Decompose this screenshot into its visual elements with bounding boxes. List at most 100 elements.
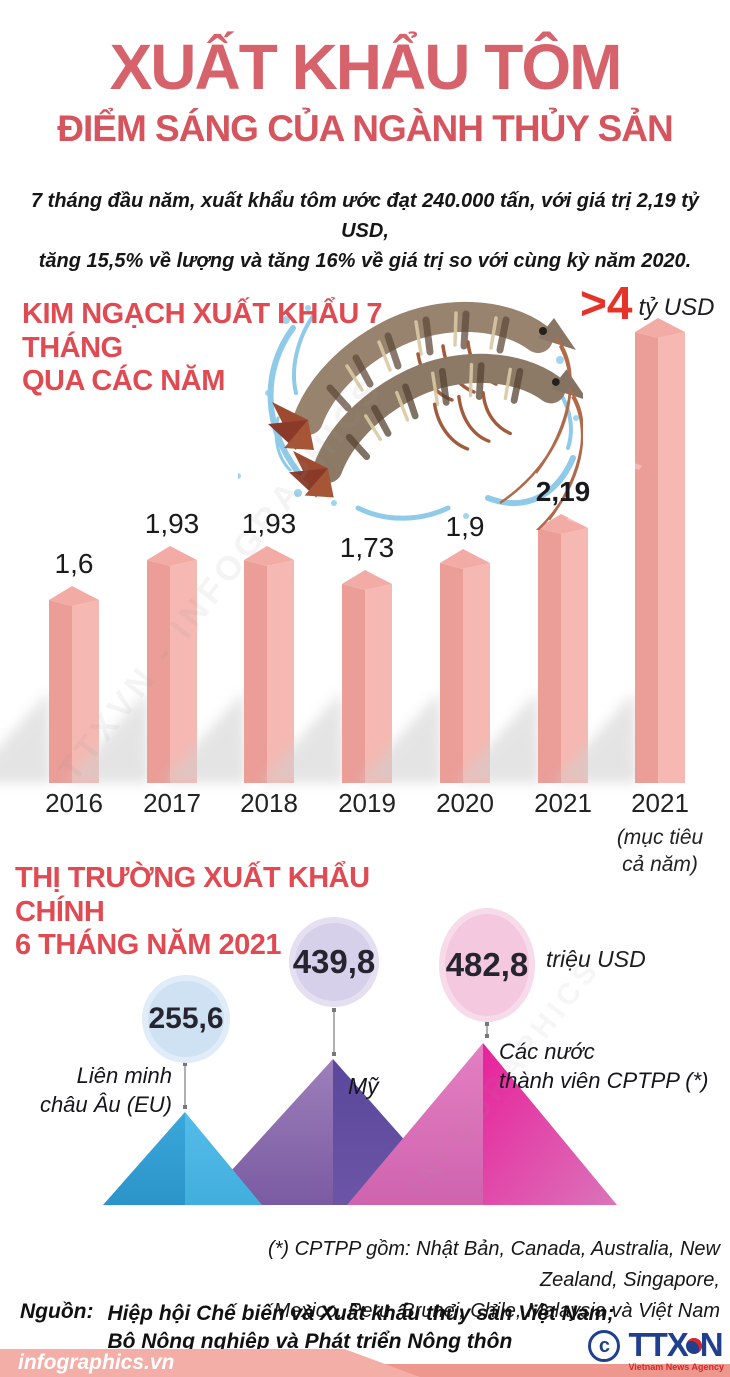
shrimp-2	[289, 353, 583, 530]
bar-year-2017: 2017	[143, 788, 201, 818]
source-block: Nguồn: Hiệp hội Chế biến và Xuất khẩu th…	[20, 1300, 614, 1357]
bars-header-line-1: KIM NGẠCH XUẤT KHẨU 7 THÁNG	[22, 298, 383, 364]
bubble-cptpp-unit: triệu USD	[546, 946, 646, 972]
mountain-cptpp-right	[483, 1043, 617, 1205]
bar-2019	[365, 584, 392, 783]
bar-year-2018: 2018	[240, 788, 298, 818]
bar-shadow	[162, 691, 247, 783]
target-unit: tỷ USD	[638, 294, 715, 321]
page-title: XUẤT KHẨU TÔM	[109, 31, 623, 103]
bar-shadow	[553, 691, 638, 783]
connector-dots	[183, 1008, 489, 1109]
bar-value-2021: 2,19	[535, 476, 591, 507]
markets-header-line-2: 6 THÁNG NĂM 2021	[15, 929, 281, 962]
label-us: Mỹ	[348, 1073, 379, 1099]
copyright-icon: c	[588, 1330, 621, 1362]
bar-2021	[561, 528, 588, 783]
bar-value-2018: 1,93	[241, 508, 297, 539]
bar-year-2019: 2019	[338, 788, 396, 818]
bar-2021-target	[658, 332, 685, 783]
footer-ribbon: infographics.vn	[0, 1349, 420, 1377]
bar-value-2019: 1,73	[339, 532, 395, 563]
bar-shadow	[456, 691, 541, 783]
label-cptpp: Các nước thành viên CPTPP (*)	[499, 1038, 719, 1095]
bar-shadow	[358, 691, 443, 783]
bar-2016	[72, 600, 99, 783]
source-line-2: Bộ Nông nghiệp và Phát triển Nông thôn	[107, 1330, 513, 1354]
bar-shadow	[0, 691, 52, 783]
label-cptpp-line-2: thành viên CPTPP (*)	[499, 1067, 709, 1093]
bar-2017	[147, 560, 170, 783]
target-sublabel: (mục tiêu cả năm)	[600, 824, 720, 879]
label-eu: Liên minh châu Âu (EU)	[10, 1062, 172, 1119]
agency-name-left: TTX	[628, 1326, 688, 1363]
label-eu-line-2: châu Âu (EU)	[39, 1091, 172, 1117]
footnote-line-1: (*) CPTPP gồm: Nhật Bản, Canada, Austral…	[267, 1238, 720, 1291]
bar-2020	[440, 549, 490, 569]
agency-logo: c TTX N Vietnam News Agency	[588, 1328, 724, 1372]
target-value: >4	[580, 277, 633, 329]
mountain-eu-right	[185, 1112, 262, 1205]
bar-2021-target	[635, 332, 658, 783]
bar-2016	[49, 586, 99, 606]
label-eu-line-1: Liên minh	[76, 1063, 172, 1088]
markets-section-header: THỊ TRƯỜNG XUẤT KHẨU CHÍNH 6 THÁNG NĂM 2…	[15, 862, 465, 963]
bubble-eu: 255,6	[142, 975, 230, 1063]
bar-2017	[147, 546, 197, 566]
bar-year-2020: 2020	[436, 788, 494, 818]
mountain-eu-left	[103, 1112, 185, 1205]
bar-2021	[538, 514, 588, 534]
intro-line-1: 7 tháng đầu năm, xuất khẩu tôm ước đạt 2…	[31, 190, 699, 242]
source-label: Nguồn:	[20, 1300, 94, 1323]
mountain-us-left	[200, 1059, 333, 1205]
bar-2019	[342, 584, 365, 783]
agency-caption: Vietnam News Agency	[628, 1362, 724, 1372]
footer-site-label: infographics.vn	[18, 1351, 175, 1374]
bar-2021	[538, 528, 561, 783]
bar-year-2021: 2021	[534, 788, 592, 818]
intro-paragraph: 7 tháng đầu năm, xuất khẩu tôm ước đạt 2…	[10, 186, 720, 276]
intro-line-2: tăng 15,5% về lượng và tăng 16% về giá t…	[38, 250, 692, 272]
bar-2017	[170, 560, 197, 783]
cptpp-footnote: (*) CPTPP gồm: Nhật Bản, Canada, Austral…	[200, 1234, 720, 1327]
bar-value-2017: 1,93	[144, 508, 200, 539]
agency-name-right: N	[699, 1326, 724, 1363]
bar-2018	[244, 546, 294, 566]
water-droplets	[238, 305, 579, 519]
markets-header-line-1: THỊ TRƯỜNG XUẤT KHẨU CHÍNH	[15, 862, 370, 928]
bar-2019	[342, 570, 392, 590]
globe-icon	[685, 1337, 702, 1354]
bars-header-line-2: QUA CÁC NĂM	[22, 365, 225, 398]
bar-value-2016: 1,6	[54, 548, 94, 579]
shrimp-illustration	[238, 301, 583, 530]
bar-2016	[49, 600, 72, 783]
bars-section-header: KIM NGẠCH XUẤT KHẨU 7 THÁNG QUA CÁC NĂM	[22, 298, 472, 399]
bar-year-2016: 2016	[45, 788, 103, 818]
target-value-box: >4 tỷ USD	[580, 280, 730, 326]
bar-year-2021-target: 2021	[631, 788, 689, 818]
bar-2018	[267, 560, 294, 783]
source-line-1: Hiệp hội Chế biến và Xuất khẩu thủy sản …	[107, 1302, 615, 1325]
footnote-line-2: Mexico, Peru, Brunei, Chile, Malaysia và…	[273, 1300, 720, 1322]
bar-2020	[463, 563, 490, 783]
target-sublabel-line-2: cả năm)	[622, 853, 698, 877]
bubble-eu-value: 255,6	[148, 1002, 224, 1035]
mountain-chart	[103, 1008, 617, 1205]
bubble-us: 439,8	[289, 917, 379, 1007]
bar-2020	[440, 563, 463, 783]
bar-chart	[0, 318, 685, 783]
page-subtitle: ĐIỂM SÁNG CỦA NGÀNH THỦY SẢN	[57, 108, 673, 149]
agency-name: TTX N	[628, 1328, 724, 1361]
bar-shadow	[260, 691, 345, 783]
mountain-cptpp-left	[347, 1043, 483, 1205]
bubble-cptpp: 482,8	[439, 908, 535, 1022]
bar-2021-target	[635, 318, 685, 338]
bubble-us-value: 439,8	[292, 943, 376, 980]
target-sublabel-line-1: (mục tiêu	[616, 826, 704, 849]
bar-2018	[244, 560, 267, 783]
bar-value-2020: 1,9	[445, 511, 485, 542]
bar-shadow	[65, 691, 150, 783]
label-cptpp-line-1: Các nước	[499, 1039, 595, 1064]
